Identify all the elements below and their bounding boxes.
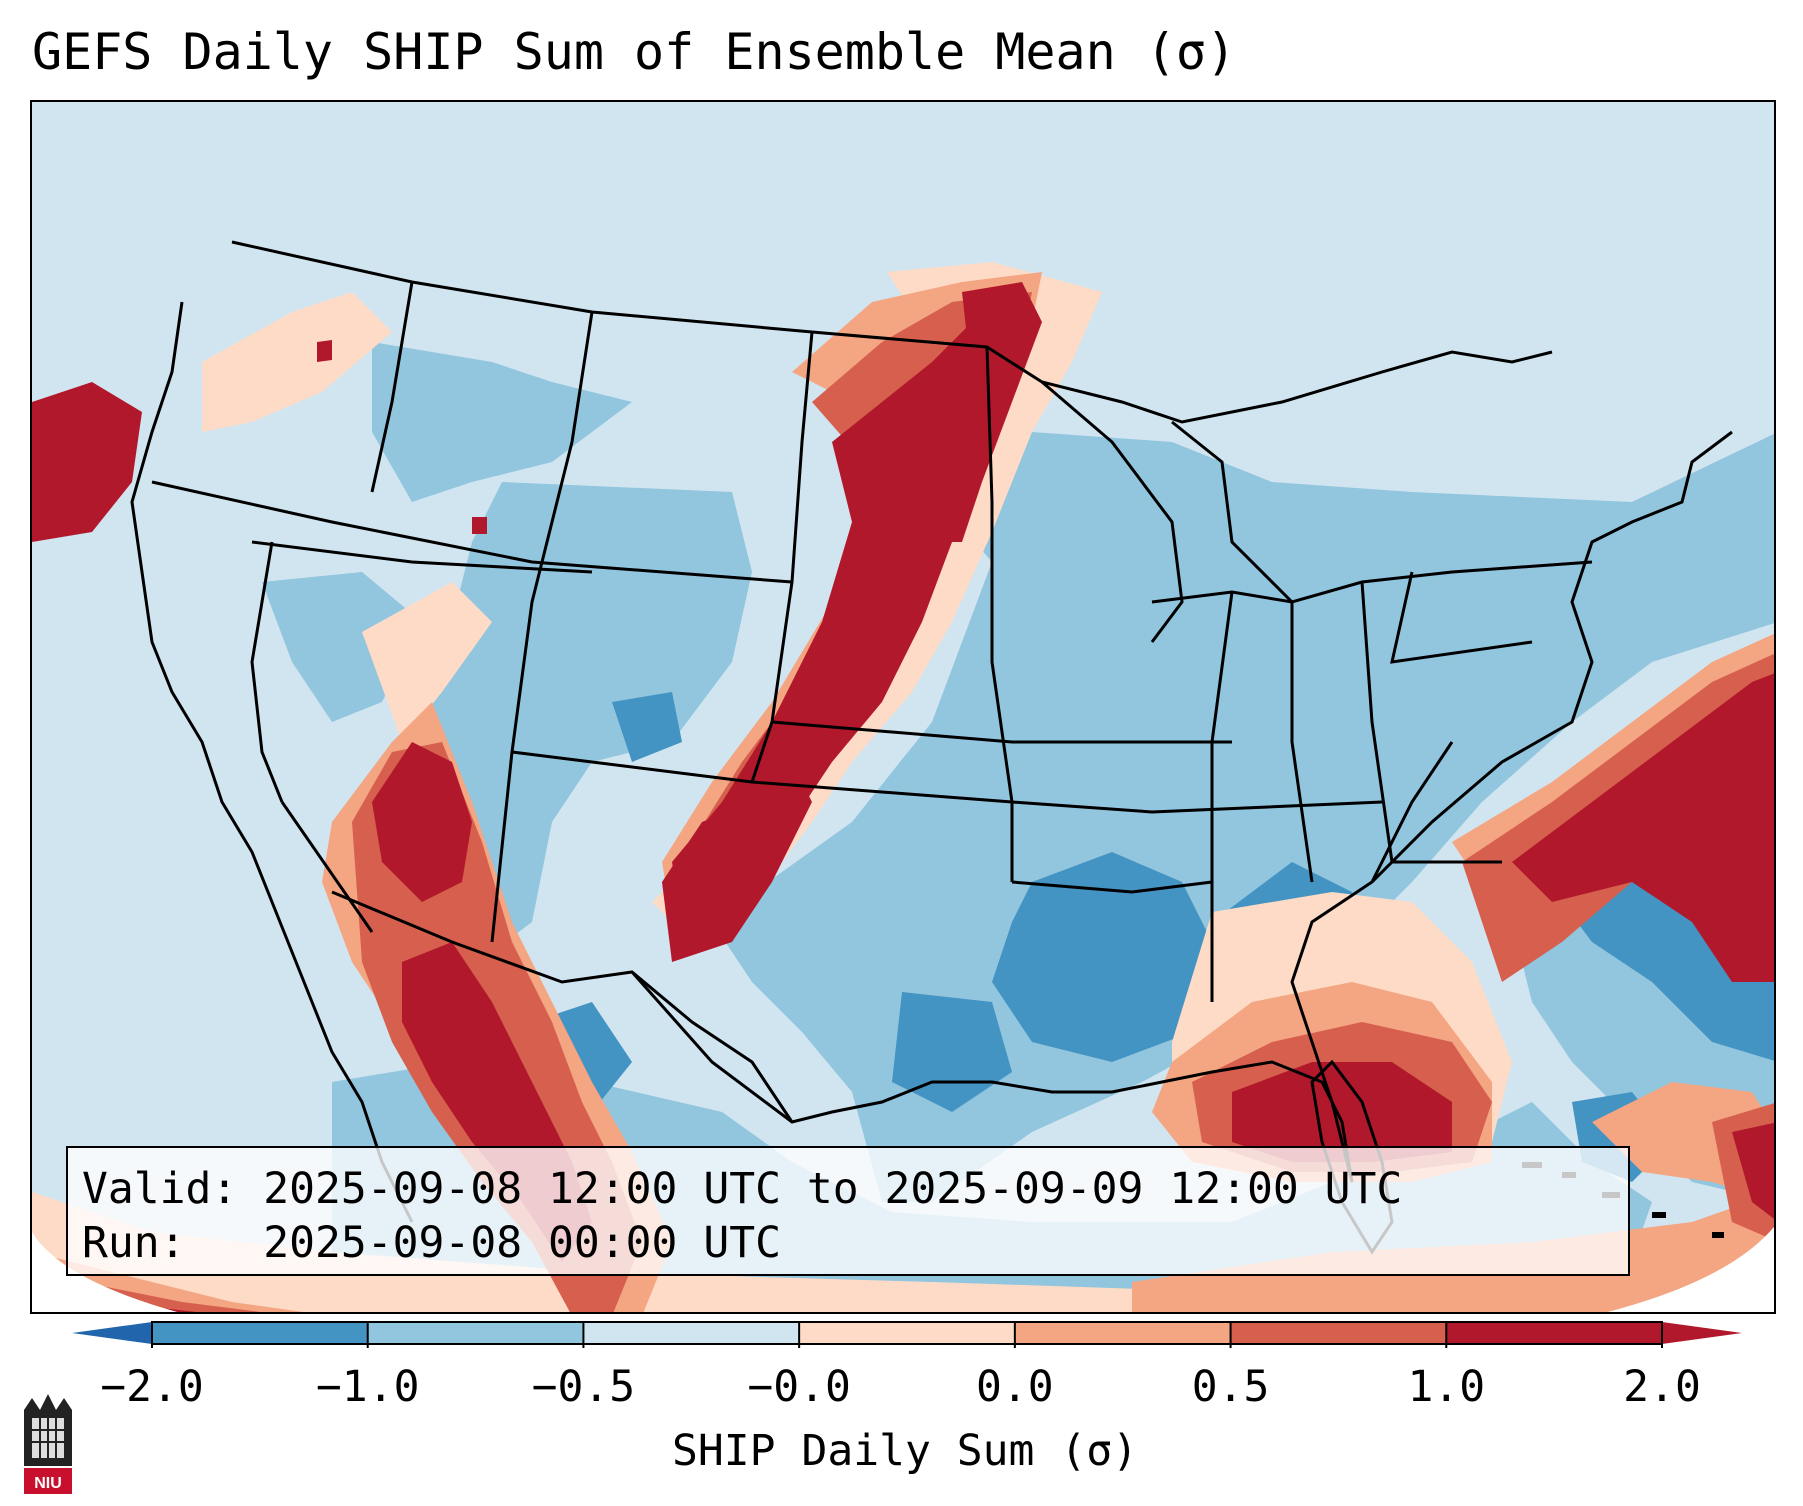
colorbar-segments xyxy=(152,1322,1663,1344)
colorbar-tick-label: 0.0 xyxy=(976,1362,1054,1412)
colorbar-tick-label: −2.0 xyxy=(100,1362,204,1412)
colorbar-tick-label: −1.0 xyxy=(315,1362,420,1412)
run-time-line: Run: 2025-09-08 00:00 UTC xyxy=(82,1218,781,1268)
projection-edge-left xyxy=(32,1232,178,1312)
colorbar-tick-label: −0.5 xyxy=(531,1362,636,1412)
niu-building-icon: NIU xyxy=(24,1394,72,1494)
colorbar-extend-high xyxy=(1662,1322,1742,1344)
projection-edge-right xyxy=(1607,1226,1774,1312)
map-title: GEFS Daily SHIP Sum of Ensemble Mean (σ) xyxy=(32,23,1237,81)
valid-time-line: Valid: 2025-09-08 12:00 UTC to 2025-09-0… xyxy=(82,1164,1403,1214)
niu-logo-text: NIU xyxy=(34,1475,62,1492)
colorbar-segment xyxy=(1230,1322,1447,1344)
colorbar-segment xyxy=(1014,1322,1232,1344)
colorbar-label: SHIP Daily Sum (σ) xyxy=(672,1426,1138,1476)
colorbar-segment xyxy=(583,1322,800,1344)
valid-run-info-box: Valid: 2025-09-08 12:00 UTC to 2025-09-0… xyxy=(66,1146,1630,1276)
colorbar-outline xyxy=(151,1321,1663,1345)
colorbar-segment xyxy=(1446,1322,1663,1344)
colorbar-tick-label: −0.0 xyxy=(747,1362,851,1412)
colorbar xyxy=(72,1321,1742,1348)
colorbar-segment xyxy=(367,1322,584,1344)
colorbar-tick-label: 2.0 xyxy=(1623,1362,1701,1412)
colorbar-tick-label: 0.5 xyxy=(1191,1362,1270,1412)
map-panel xyxy=(30,100,1776,1314)
colorbar-tick-label: 1.0 xyxy=(1407,1362,1486,1412)
ship-field-map xyxy=(32,102,1774,1312)
map-boundaries xyxy=(130,240,1733,1223)
colorbar-segment xyxy=(799,1322,1016,1344)
colorbar-segment xyxy=(152,1322,369,1344)
colorbar-extend-low xyxy=(72,1322,152,1344)
